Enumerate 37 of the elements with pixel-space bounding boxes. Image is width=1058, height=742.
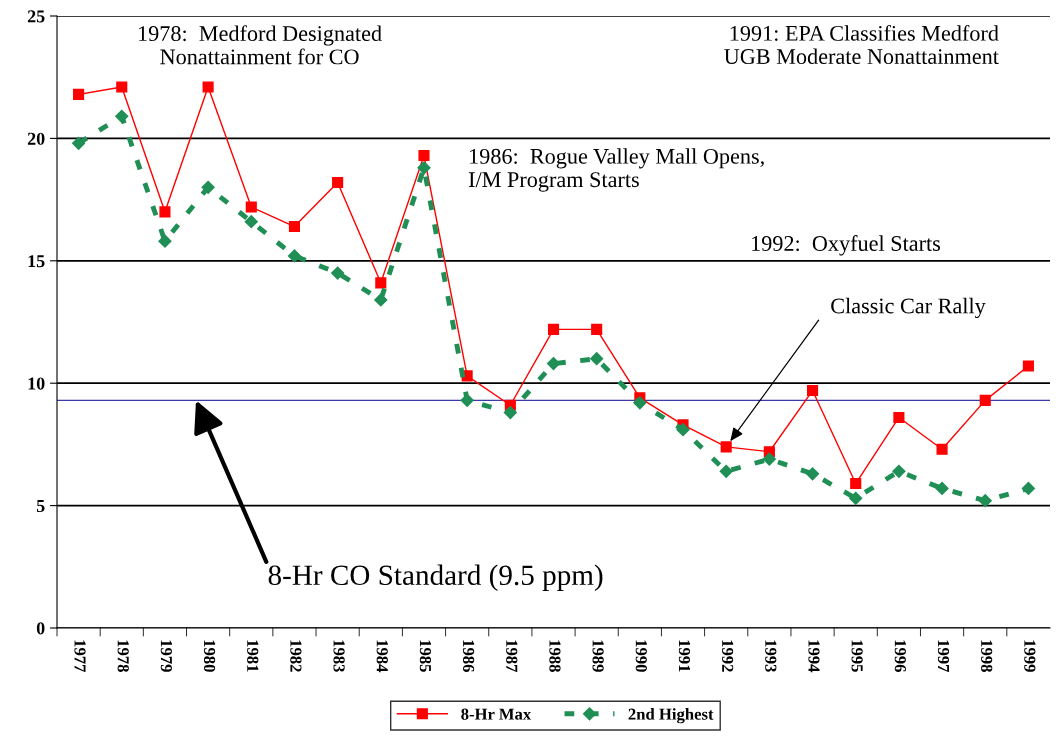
y-tick-label: 20 — [27, 132, 45, 145]
annotation: 1991: EPA Classifies Medford UGB Moderate Nonattainment — [724, 24, 999, 65]
x-tick-label: 1977 — [74, 640, 86, 673]
x-tick-label: 1996 — [894, 640, 906, 672]
x-tick-label: 1978 — [117, 640, 129, 672]
x-tick-label: 1990 — [635, 640, 647, 672]
x-tick-label: 1986 — [462, 640, 475, 672]
x-tick-label: 1998 — [981, 640, 993, 672]
x-tick-label: 1993 — [765, 640, 777, 672]
annotation: 1978: Medford Designated Nonattainment for CO — [139, 25, 382, 65]
y-tick-label: 0 — [36, 622, 45, 635]
x-tick-label: 1984 — [376, 640, 388, 673]
legend-label: 2nd Highest — [628, 708, 714, 724]
x-tick-label: 1988 — [549, 640, 561, 672]
y-tick-label: 15 — [28, 255, 45, 268]
y-tick-label: 5 — [36, 500, 45, 513]
x-tick-label: 1982 — [290, 640, 302, 672]
x-tick-label: 1989 — [592, 640, 604, 672]
x-tick-label: 1997 — [937, 640, 950, 673]
annotation: 1986: Rogue Valley Mall Opens, I/M Program Starts — [468, 148, 764, 192]
x-tick-label: 1987 — [506, 640, 518, 673]
y-tick-label: 10 — [28, 377, 45, 390]
x-tick-label: 1994 — [808, 640, 820, 673]
x-tick-label: 1981 — [247, 640, 259, 672]
legend-label: 8-Hr Max — [461, 708, 532, 720]
x-tick-label: 1983 — [333, 640, 345, 672]
x-tick-label: 1999 — [1024, 640, 1036, 672]
x-tick-label: 1980 — [203, 640, 216, 672]
annotation: Classic Car Rally — [831, 297, 986, 319]
annotation: 1992: Oxyfuel Starts — [752, 235, 941, 256]
x-tick-label: 1992 — [722, 640, 734, 672]
x-tick-label: 1995 — [851, 640, 863, 672]
x-tick-label: 1985 — [419, 640, 432, 672]
y-tick-label: 25 — [27, 10, 45, 23]
x-tick-label: 1979 — [160, 640, 172, 672]
x-tick-label: 1991 — [678, 640, 691, 672]
ref-line-label: 8-Hr CO Standard (9.5 ppm) — [268, 564, 603, 592]
